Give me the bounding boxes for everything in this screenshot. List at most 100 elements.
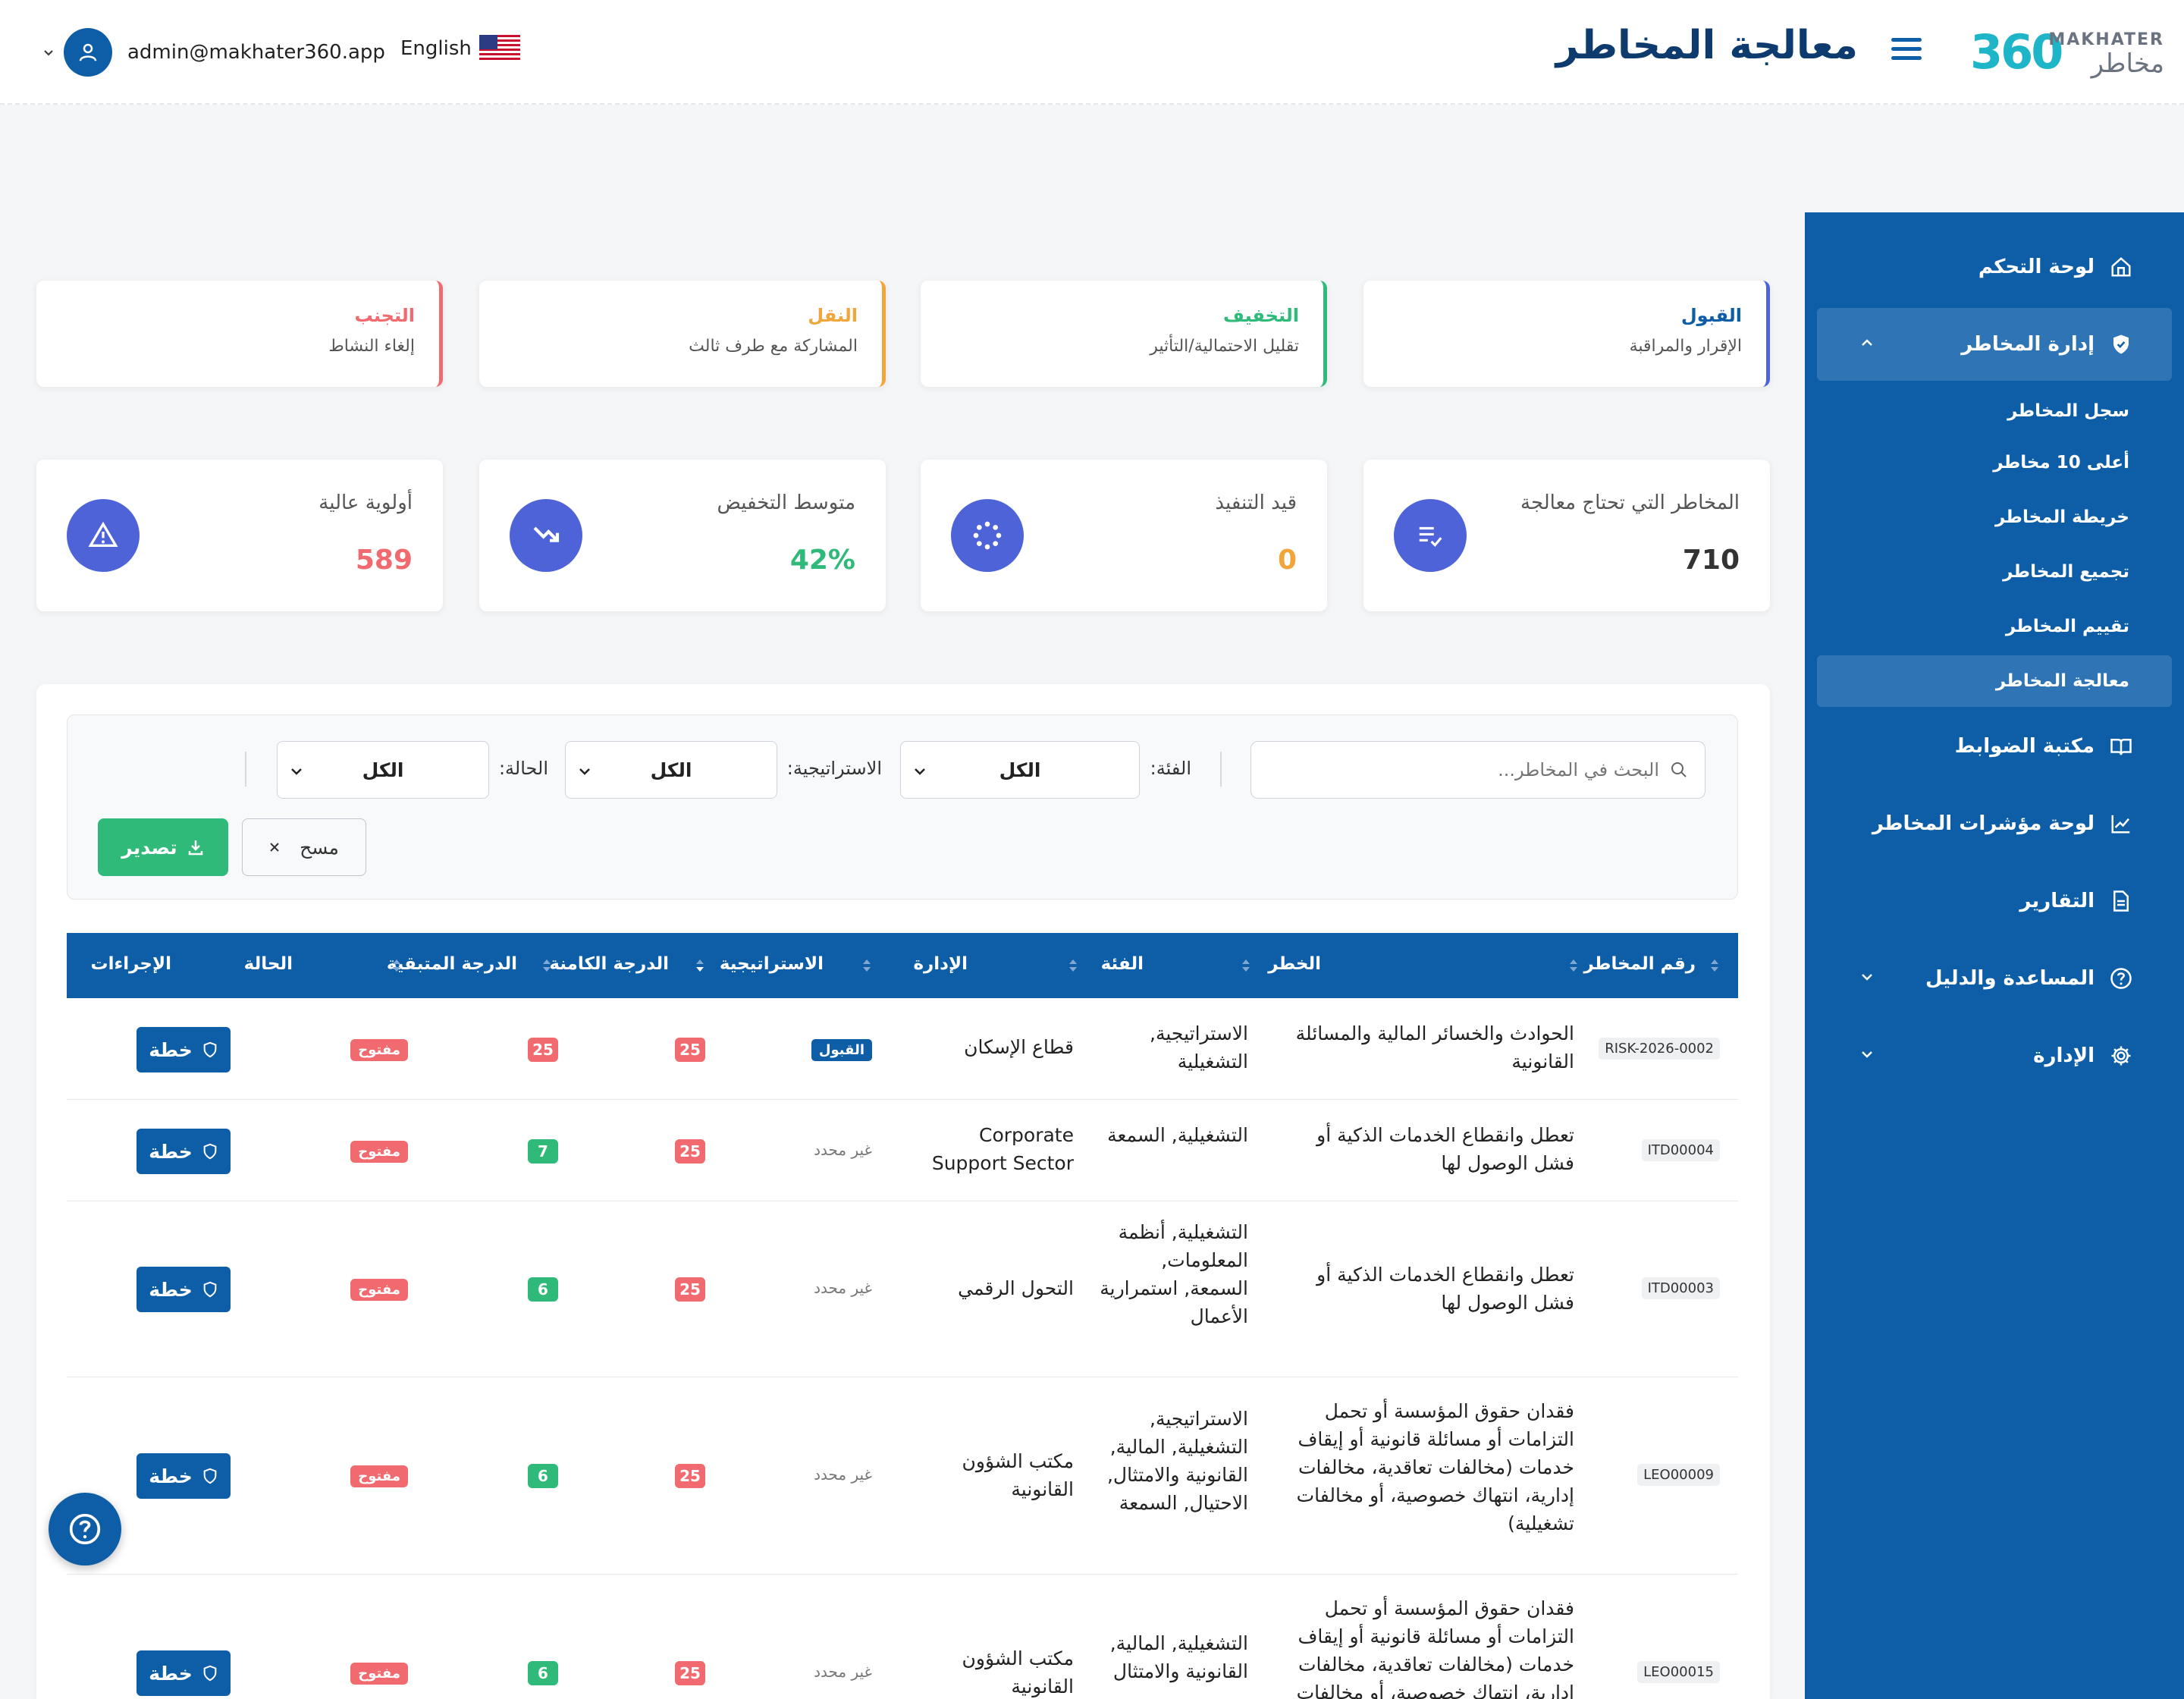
sidebar-subitem-label: معالجة المخاطر (1995, 671, 2129, 691)
sort-icon[interactable] (1241, 957, 1251, 974)
table-row: ITD00003 تعطل وانقطاع الخدمات الذكية أو … (67, 1201, 1738, 1377)
sidebar-subitem-label: خريطة المخاطر (1994, 507, 2129, 527)
strategy-card-avoid[interactable]: التجنب إلغاء النشاط (36, 281, 443, 387)
strategy-title: التجنب (354, 305, 415, 326)
risk-title: فقدان حقوق المؤسسة أو تحمل التزامات أو م… (1296, 1400, 1574, 1534)
sidebar-item-reports[interactable]: التقارير (1817, 865, 2172, 937)
export-label: تصدير (121, 836, 177, 859)
column-header-strategy[interactable]: الاستراتيجية (720, 954, 824, 974)
sidebar-item-help-guide[interactable]: المساعدة والدليل (1817, 942, 2172, 1015)
sort-icon[interactable] (541, 957, 552, 974)
column-header-label: الخطر (1268, 954, 1321, 974)
column-header-department[interactable]: الإدارة (913, 954, 968, 974)
export-button[interactable]: تصدير (98, 818, 228, 876)
sidebar-item-risk-indicators[interactable]: لوحة مؤشرات المخاطر (1817, 787, 2172, 860)
sort-icon[interactable] (391, 957, 402, 974)
sidebar-item-administration[interactable]: الإدارة (1817, 1019, 2172, 1092)
risk-category: الاستراتيجية, التشغيلية (1150, 1022, 1248, 1072)
stat-label: متوسط التخفيض (717, 491, 855, 514)
column-header-category[interactable]: الفئة (1101, 954, 1144, 974)
menu-toggle-icon[interactable] (1891, 38, 1922, 64)
risk-category: الاستراتيجية, التشغيلية, المالية, القانو… (1106, 1408, 1248, 1514)
sort-icon[interactable] (1568, 957, 1579, 974)
sidebar-item-controls-library[interactable]: مكتبة الضوابط (1817, 710, 2172, 783)
table-row: RISK-2026-0002 الحوادث والخسائر المالية … (67, 998, 1738, 1100)
risk-category: التشغيلية, المالية, القانونية والامتثال (1109, 1632, 1248, 1682)
risk-id-badge: ITD00003 (1641, 1277, 1720, 1299)
table-header: رقم المخاطر الخطر الفئة الإدارة الاسترات… (67, 933, 1738, 998)
help-floating-button[interactable] (49, 1493, 121, 1566)
column-header-status[interactable]: الحالة (244, 954, 293, 974)
close-icon (270, 843, 279, 852)
language-switcher[interactable]: English (400, 35, 520, 62)
help-circle-icon (2108, 966, 2134, 991)
logo-number: 360 (1970, 24, 2063, 80)
sidebar-subitem-label: أعلى 10 مخاطر (1993, 453, 2129, 473)
strategy-card-accept[interactable]: القبول الإقرار والمراقبة (1363, 281, 1770, 387)
column-header-inherent-score[interactable]: الدرجة الكامنة (549, 954, 669, 974)
spinner-icon (951, 499, 1024, 572)
stat-label: أولوية عالية (318, 491, 413, 514)
stat-value: 710 (1682, 545, 1740, 576)
status-badge: مفتوح (350, 1039, 408, 1061)
stat-card-in-progress: قيد التنفيذ 0 (921, 460, 1327, 611)
column-header-risk-id[interactable]: رقم المخاطر (1584, 954, 1696, 974)
strategy-subtitle: تقليل الاحتمالية/التأثير (1150, 337, 1299, 356)
residual-score-badge: 25 (528, 1038, 558, 1062)
language-label: English (400, 37, 472, 60)
sidebar-subitem-label: سجل المخاطر (2007, 401, 2129, 421)
sidebar-item-label: مكتبة الضوابط (1954, 735, 2095, 758)
plan-button[interactable]: خطة (136, 1027, 231, 1072)
strategy-select[interactable]: الكل (565, 741, 777, 799)
strategy-card-mitigate[interactable]: التخفيف تقليل الاحتمالية/التأثير (921, 281, 1327, 387)
sort-desc-icon[interactable] (695, 957, 705, 974)
stat-card-high-priority: أولوية عالية 589 (36, 460, 443, 611)
sidebar-subitem-label: تجميع المخاطر (2003, 562, 2129, 582)
sidebar-subitem-risk-register[interactable]: سجل المخاطر (1817, 385, 2172, 437)
list-check-icon (1394, 499, 1467, 572)
plan-button[interactable]: خطة (136, 1453, 231, 1499)
sidebar-subitem-risk-aggregation[interactable]: تجميع المخاطر (1817, 546, 2172, 598)
clear-filters-button[interactable]: مسح (242, 818, 366, 876)
column-header-label: الإجراءات (90, 954, 171, 974)
strategy-undefined: غير محدد (814, 1465, 872, 1484)
plan-button[interactable]: خطة (136, 1650, 231, 1696)
risk-id-badge: RISK-2026-0002 (1599, 1038, 1720, 1060)
search-field[interactable] (1250, 741, 1705, 799)
sidebar-item-dashboard[interactable]: لوحة التحكم (1817, 231, 2172, 303)
column-header-residual-score[interactable]: الدرجة المتبقية (387, 954, 517, 974)
table-row: LEO00009 فقدان حقوق المؤسسة أو تحمل التز… (67, 1377, 1738, 1575)
sidebar-subitem-risk-treatment[interactable]: معالجة المخاطر (1817, 655, 2172, 707)
column-header-label: الاستراتيجية (719, 954, 824, 974)
chevron-down-icon (579, 768, 590, 775)
sidebar-subitem-risk-assessment[interactable]: تقييم المخاطر (1817, 601, 2172, 652)
sort-icon[interactable] (1068, 957, 1078, 974)
sidebar-item-risk-management[interactable]: إدارة المخاطر (1817, 308, 2172, 381)
search-input[interactable] (1280, 759, 1659, 780)
strategy-undefined: غير محدد (814, 1141, 872, 1159)
strategy-card-transfer[interactable]: النقل المشاركة مع طرف ثالث (479, 281, 886, 387)
sidebar-subitem-top-10[interactable]: أعلى 10 مخاطر (1817, 437, 2172, 488)
plan-button[interactable]: خطة (136, 1267, 231, 1312)
status-select[interactable]: الكل (277, 741, 489, 799)
column-header-risk[interactable]: الخطر (1268, 954, 1321, 974)
logo-english-text: MAKHATER (2048, 30, 2164, 49)
stat-label: المخاطر التي تحتاج معالجة (1520, 491, 1740, 514)
app-logo[interactable]: 360 MAKHATER مخاطر (1970, 24, 2164, 80)
status-select-value: الكل (362, 758, 404, 781)
sidebar-subitem-risk-map[interactable]: خريطة المخاطر (1817, 491, 2172, 543)
residual-score-badge: 7 (528, 1139, 558, 1164)
user-menu[interactable]: admin@makhater360.app (42, 27, 385, 77)
chevron-down-icon (1862, 974, 1872, 981)
plan-button-label: خطة (149, 1465, 193, 1487)
risk-category: التشغيلية, السمعة (1107, 1124, 1248, 1146)
plan-button-label: خطة (149, 1140, 193, 1163)
stat-value: 589 (355, 545, 413, 576)
sort-icon[interactable] (1709, 957, 1720, 974)
plan-button[interactable]: خطة (136, 1129, 231, 1174)
user-icon (79, 43, 97, 61)
category-select[interactable]: الكل (900, 741, 1140, 799)
risk-title: فقدان حقوق المؤسسة أو تحمل التزامات أو م… (1296, 1597, 1574, 1699)
sort-icon[interactable] (861, 957, 872, 974)
column-header-actions: الإجراءات (90, 954, 171, 974)
